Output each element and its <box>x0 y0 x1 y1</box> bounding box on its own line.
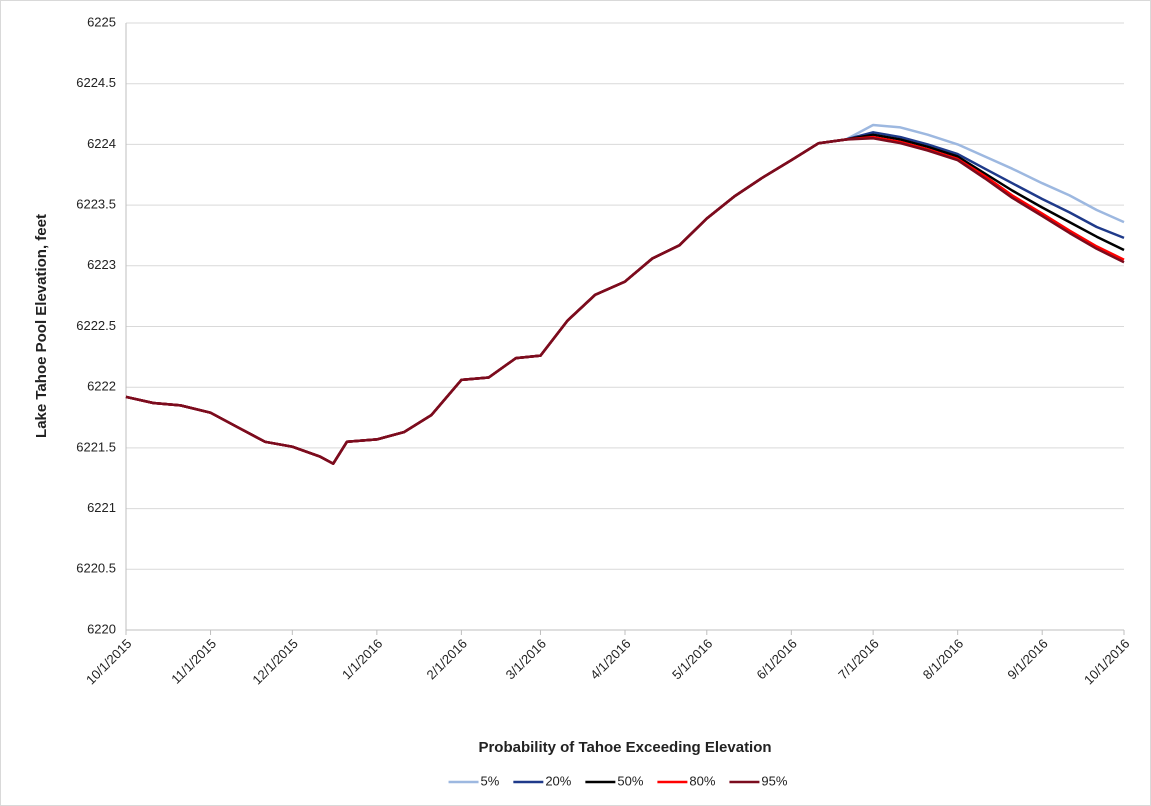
legend-label: 95% <box>761 773 787 788</box>
y-tick-label: 6221 <box>87 500 116 515</box>
y-tick-label: 6223.5 <box>76 197 116 212</box>
y-tick-label: 6220.5 <box>76 561 116 576</box>
legend-label: 80% <box>689 773 715 788</box>
legend-label: 20% <box>545 773 571 788</box>
y-tick-label: 6224 <box>87 136 116 151</box>
y-tick-label: 6224.5 <box>76 75 116 90</box>
y-tick-label: 6222 <box>87 379 116 394</box>
y-tick-label: 6223 <box>87 257 116 272</box>
y-tick-label: 6220 <box>87 621 116 636</box>
y-tick-label: 6225 <box>87 14 116 29</box>
legend-label: 50% <box>617 773 643 788</box>
y-tick-label: 6221.5 <box>76 439 116 454</box>
y-tick-label: 6222.5 <box>76 318 116 333</box>
series-line <box>125 137 1125 465</box>
x-axis-title: Probability of Tahoe Exceeding Elevation <box>478 739 771 756</box>
y-axis-title: Lake Tahoe Pool Elevation, feet <box>33 214 50 438</box>
legend-label: 5% <box>481 773 500 788</box>
